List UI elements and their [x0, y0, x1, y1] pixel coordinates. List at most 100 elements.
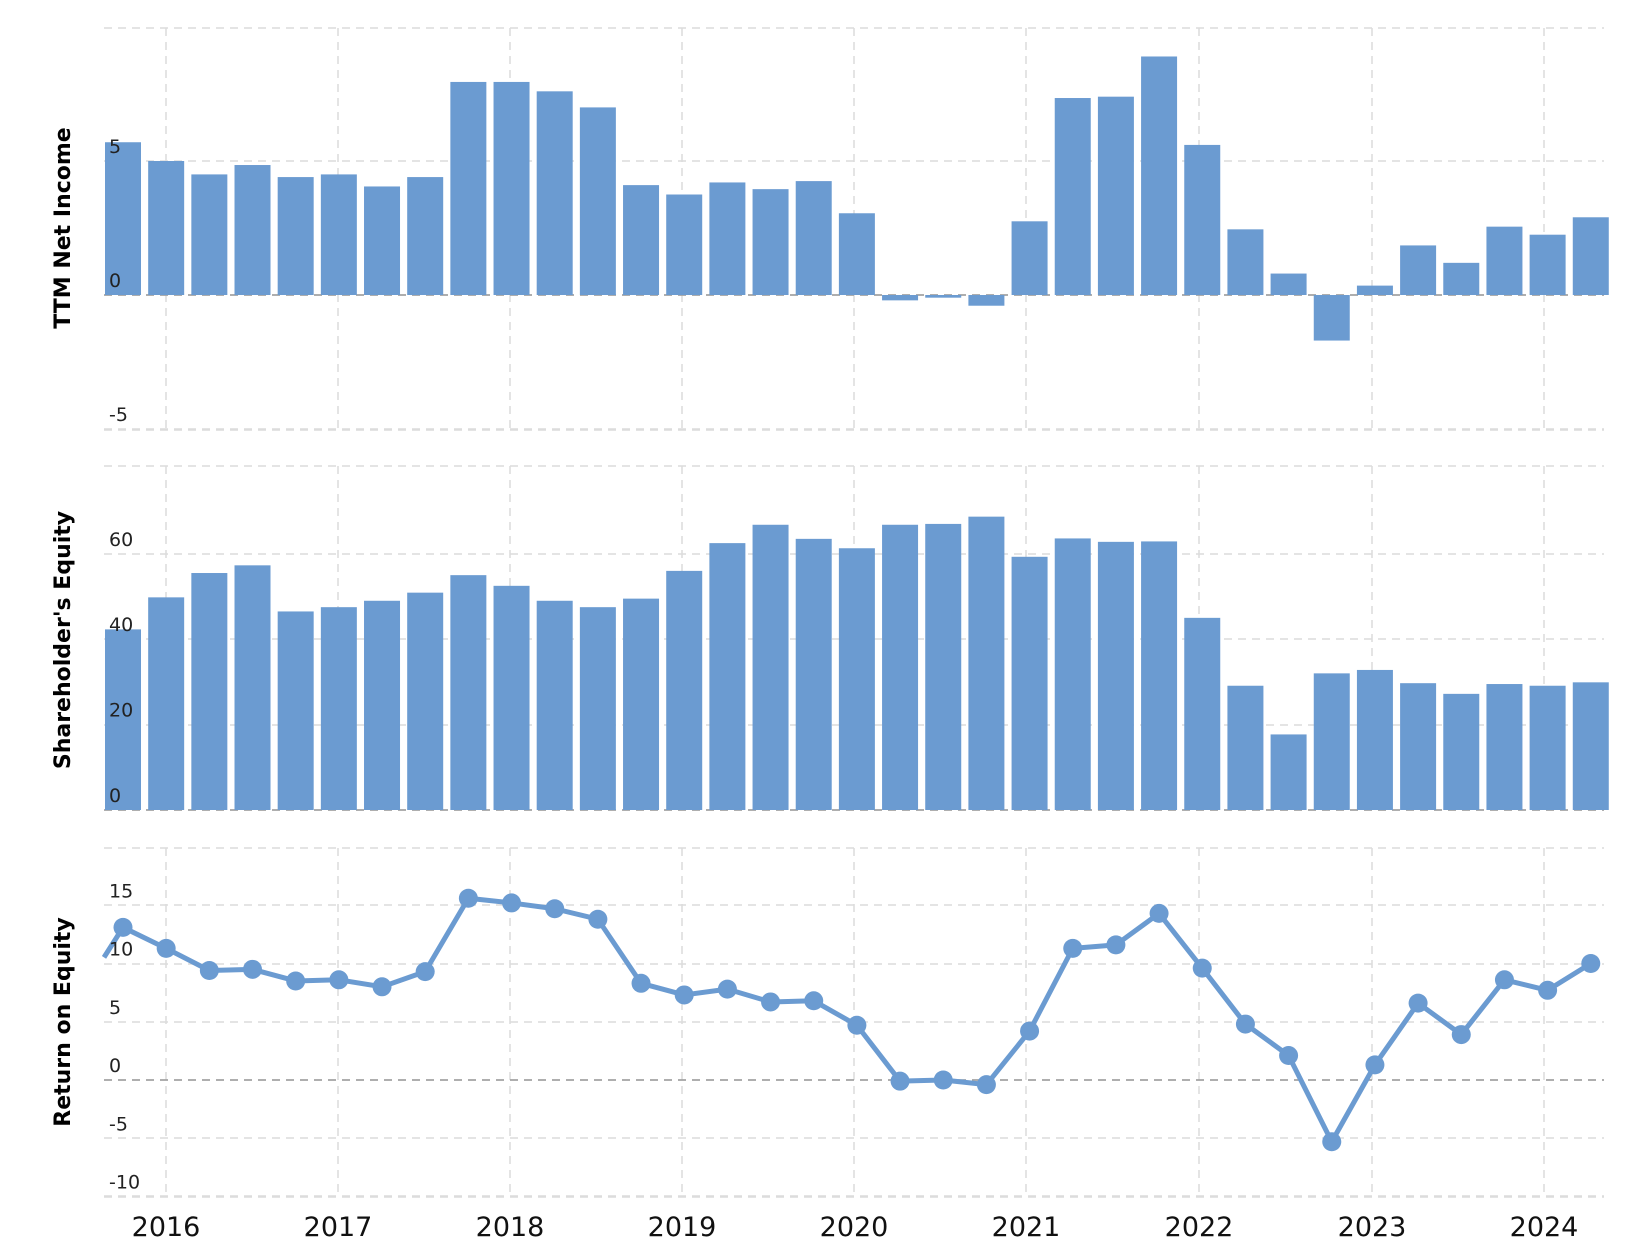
x-tick-label: 2018: [476, 1212, 545, 1243]
roe-point: [717, 979, 737, 999]
y-tick-label: 0: [109, 1055, 121, 1077]
bar: [838, 548, 875, 810]
bar: [1313, 295, 1350, 341]
roe-point: [1451, 1025, 1471, 1045]
roe-point: [674, 985, 694, 1005]
roe-point: [1494, 970, 1514, 990]
bar: [1486, 226, 1523, 295]
bar: [579, 107, 616, 296]
bar: [1097, 96, 1134, 296]
bar: [407, 592, 444, 810]
bar: [838, 213, 875, 295]
bar: [1097, 541, 1134, 810]
roe-point: [761, 992, 781, 1012]
bar: [1227, 229, 1264, 295]
y-tick-label: 20: [109, 700, 133, 722]
roe-point: [1538, 980, 1558, 1000]
roe-point: [113, 917, 133, 937]
roe-point: [1063, 938, 1083, 958]
roe-point: [156, 938, 176, 958]
bar: [709, 182, 746, 295]
bar: [148, 161, 185, 295]
roe-point: [631, 973, 651, 993]
bar: [364, 186, 401, 295]
bar: [191, 174, 228, 295]
roe-point: [847, 1015, 867, 1035]
bar: [1227, 685, 1264, 810]
bar: [1400, 683, 1437, 810]
bar: [1313, 673, 1350, 810]
roe-point: [458, 888, 478, 908]
bar: [277, 177, 314, 295]
bar: [1141, 56, 1178, 296]
bar: [1572, 217, 1609, 295]
roe-point: [415, 962, 435, 982]
roe-point: [243, 959, 263, 979]
panel-3: 15 10 5 0 -5 -10 Return on Equity: [51, 847, 1604, 1198]
bar: [493, 81, 530, 295]
bar: [666, 570, 703, 810]
roe-point: [372, 977, 392, 997]
bar: [105, 629, 141, 810]
bar: [1270, 734, 1307, 810]
y-axis-label: TTM Net Income: [51, 127, 76, 328]
bar: [1356, 669, 1393, 810]
x-tick-label: 2021: [992, 1212, 1061, 1243]
roe-point: [286, 971, 306, 991]
bar: [1356, 285, 1393, 295]
bar: [623, 185, 660, 295]
bar: [1400, 245, 1437, 295]
bar: [1011, 221, 1048, 295]
bar: [666, 194, 703, 295]
bar: [623, 598, 660, 810]
roe-point: [976, 1075, 996, 1095]
bar: [493, 585, 530, 810]
bar: [364, 600, 401, 810]
y-tick-label: 40: [109, 614, 133, 636]
bar: [882, 524, 919, 810]
bar: [320, 607, 357, 810]
bar: [925, 295, 962, 298]
bar: [795, 538, 832, 810]
bar: [795, 181, 832, 295]
bar: [277, 611, 314, 810]
bar: [191, 573, 228, 810]
x-tick-label: 2019: [648, 1212, 717, 1243]
roe-point: [1279, 1046, 1299, 1066]
roe-point: [804, 991, 824, 1011]
y-tick-label: -5: [109, 404, 128, 426]
roe-point: [1235, 1014, 1255, 1034]
bar: [882, 295, 919, 301]
bar: [752, 524, 789, 810]
roe-point: [1322, 1132, 1342, 1152]
bar: [1270, 273, 1307, 295]
bar: [1054, 538, 1091, 810]
roe-point: [199, 960, 219, 980]
roe-point: [933, 1070, 953, 1090]
roe-point: [502, 893, 522, 913]
y-axis-label: Shareholder's Equity: [51, 511, 76, 769]
roe-point: [1192, 958, 1212, 978]
y-tick-label: 0: [109, 270, 121, 292]
panel-1: 5 0 -5 TTM Net Income: [51, 27, 1609, 431]
roe-point: [1581, 954, 1601, 973]
bar: [709, 543, 746, 810]
y-tick-label: -5: [109, 1113, 128, 1135]
roe-point: [1365, 1055, 1385, 1075]
roe-point: [1020, 1021, 1040, 1041]
bar: [752, 189, 789, 295]
y-tick-label: 60: [109, 529, 133, 551]
bar: [1141, 541, 1178, 810]
bar: [148, 597, 185, 810]
bar: [536, 91, 573, 295]
roe-series-line: [101, 895, 1593, 1145]
y-tick-label: 5: [109, 997, 121, 1019]
y-tick-label: 10: [109, 939, 133, 961]
bar: [320, 174, 357, 295]
bar: [450, 575, 487, 810]
y-tick-label: 0: [109, 785, 121, 807]
y-tick-label: 5: [109, 136, 121, 158]
bar: [1054, 98, 1091, 296]
